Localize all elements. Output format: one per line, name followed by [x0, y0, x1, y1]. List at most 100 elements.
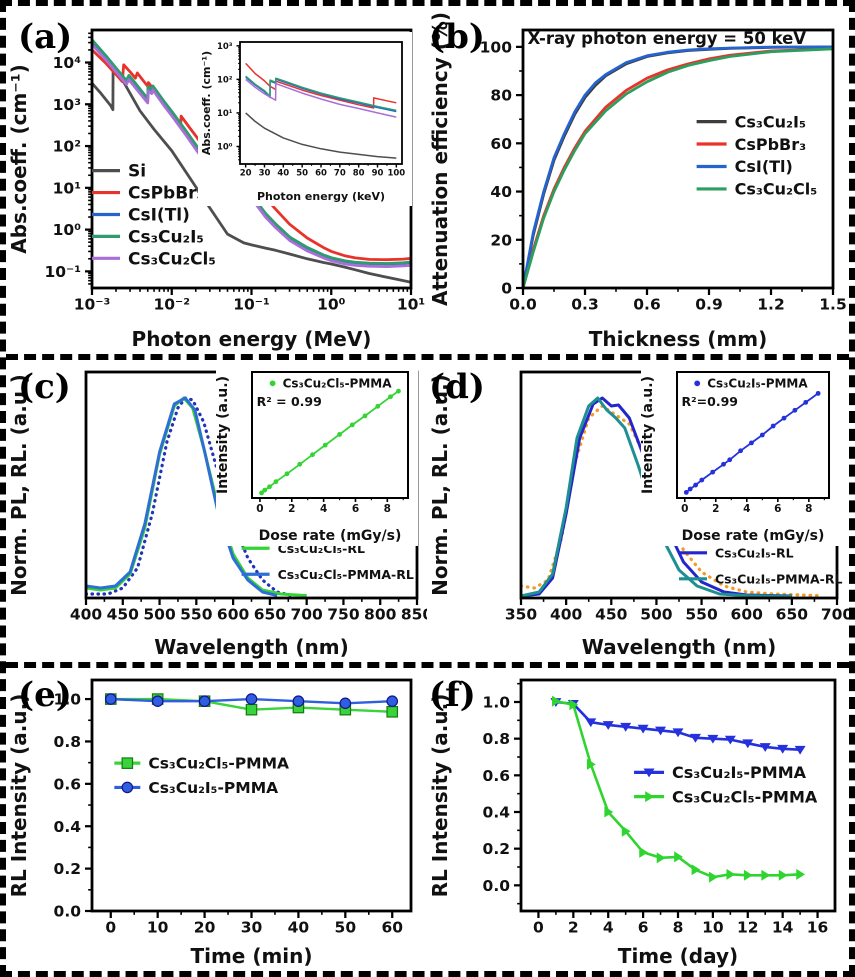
svg-text:12: 12 — [737, 919, 759, 937]
svg-text:40: 40 — [288, 919, 310, 937]
svg-text:Cs₃Cu₂Cl₅-PMMA: Cs₃Cu₂Cl₅-PMMA — [148, 755, 289, 773]
svg-text:500: 500 — [640, 606, 673, 624]
panel-a-chart: 10⁻³ 10⁻² 10⁻¹ 10⁰ 10¹ 10⁻¹ 10⁰ 10¹ 10² 10³ 10⁴ Pho… — [7, 28, 425, 351]
svg-text:0.0: 0.0 — [483, 877, 511, 895]
svg-text:60: 60 — [315, 169, 327, 179]
svg-text:0: 0 — [533, 919, 544, 937]
panel-e-label: (e) — [18, 675, 72, 715]
svg-text:850: 850 — [401, 606, 427, 624]
panel-b: (b) 0.0 0.3 0.6 0.9 1.2 1.5 0 20 40 60 80 100 Thickn… — [427, 6, 849, 354]
svg-text:1.5: 1.5 — [819, 296, 846, 314]
svg-text:600: 600 — [217, 606, 250, 624]
svg-text:10³: 10³ — [53, 96, 81, 114]
svg-text:Wavelength (nm): Wavelength (nm) — [582, 635, 777, 659]
svg-text:40: 40 — [490, 183, 512, 201]
svg-text:Photon energy (keV): Photon energy (keV) — [257, 190, 385, 203]
svg-text:Dose rate (mGy/s): Dose rate (mGy/s) — [259, 528, 402, 544]
svg-text:10⁻³: 10⁻³ — [74, 296, 111, 314]
svg-text:Cs₃Cu₂I₅-RL: Cs₃Cu₂I₅-RL — [715, 545, 794, 560]
panel-b-chart: 0.0 0.3 0.6 0.9 1.2 1.5 0 20 40 60 80 100 Thickness … — [428, 12, 847, 351]
panel-d-label: (d) — [429, 367, 485, 407]
svg-text:0.8: 0.8 — [483, 730, 510, 748]
svg-text:Cs₃Cu₂Cl₅-PMMA: Cs₃Cu₂Cl₅-PMMA — [672, 787, 818, 806]
svg-text:8: 8 — [384, 503, 391, 515]
svg-text:0.2: 0.2 — [54, 860, 81, 878]
svg-text:CsI(Tl): CsI(Tl) — [735, 157, 793, 176]
svg-text:Cs₃Cu₂Cl₅-PMMA: Cs₃Cu₂Cl₅-PMMA — [283, 377, 393, 391]
svg-text:2: 2 — [568, 919, 579, 937]
svg-text:10: 10 — [702, 919, 724, 937]
svg-text:50: 50 — [335, 919, 357, 937]
svg-text:10⁰: 10⁰ — [53, 221, 82, 239]
svg-text:400: 400 — [70, 606, 103, 624]
svg-text:0.0: 0.0 — [509, 296, 537, 314]
svg-text:6: 6 — [638, 919, 649, 937]
svg-text:Time (min): Time (min) — [190, 944, 312, 968]
svg-text:R²=0.99: R²=0.99 — [682, 394, 738, 409]
svg-text:Time (day): Time (day) — [618, 944, 738, 968]
svg-text:550: 550 — [685, 606, 718, 624]
svg-text:0: 0 — [105, 919, 116, 937]
svg-text:Cs₃Cu₂I₅-PMMA-RL: Cs₃Cu₂I₅-PMMA-RL — [715, 571, 842, 586]
svg-text:10²: 10² — [217, 75, 233, 85]
svg-text:800: 800 — [364, 606, 397, 624]
svg-text:10⁻²: 10⁻² — [153, 296, 190, 314]
svg-text:750: 750 — [327, 606, 360, 624]
svg-text:Norm. PL, RL. (a.u.): Norm. PL, RL. (a.u.) — [7, 374, 31, 596]
svg-text:650: 650 — [254, 606, 287, 624]
panel-c-label: (c) — [18, 367, 71, 407]
svg-text:Abs.coeff. (cm⁻¹): Abs.coeff. (cm⁻¹) — [200, 51, 213, 155]
svg-text:1.2: 1.2 — [757, 296, 784, 314]
panel-c-chart: 400450500550600650700750800850 Wavelength… — [7, 364, 427, 659]
svg-text:400: 400 — [550, 606, 583, 624]
svg-text:500: 500 — [143, 606, 176, 624]
svg-text:10¹: 10¹ — [217, 109, 233, 119]
svg-text:70: 70 — [334, 169, 346, 179]
svg-text:20: 20 — [194, 919, 216, 937]
svg-text:8: 8 — [673, 919, 684, 937]
svg-text:20: 20 — [240, 169, 252, 179]
panel-e-chart: 0 10 20 30 40 50 60 0.0 0.2 0.4 0.6 0.8 1.0 Time (min… — [7, 678, 413, 968]
svg-text:CsI(Tl): CsI(Tl) — [128, 206, 190, 226]
svg-text:Cs₃Cu₂I₅: Cs₃Cu₂I₅ — [735, 112, 806, 131]
svg-text:Cs₃Cu₂Cl₅: Cs₃Cu₂Cl₅ — [735, 180, 818, 199]
svg-text:60: 60 — [381, 919, 403, 937]
svg-text:0.4: 0.4 — [483, 804, 511, 822]
svg-text:Photon energy (MeV): Photon energy (MeV) — [132, 327, 372, 351]
svg-text:Intensity (a.u.): Intensity (a.u.) — [640, 376, 656, 494]
svg-text:4: 4 — [320, 503, 327, 515]
svg-text:10: 10 — [147, 919, 169, 937]
svg-text:Cs₃Cu₂I₅-PMMA: Cs₃Cu₂I₅-PMMA — [672, 763, 807, 782]
svg-text:650: 650 — [776, 606, 809, 624]
svg-text:RL Intensity (a.u.): RL Intensity (a.u.) — [7, 694, 31, 898]
svg-text:8: 8 — [805, 503, 812, 515]
svg-text:100: 100 — [480, 38, 513, 56]
svg-text:550: 550 — [180, 606, 213, 624]
svg-text:Abs.coeff. (cm⁻¹): Abs.coeff. (cm⁻¹) — [7, 64, 31, 254]
svg-text:2: 2 — [712, 503, 719, 515]
svg-text:Intensity (a.u.): Intensity (a.u.) — [215, 376, 231, 494]
svg-text:30: 30 — [259, 169, 271, 179]
svg-text:0.2: 0.2 — [483, 840, 510, 858]
svg-text:Attenuation efficiency (%): Attenuation efficiency (%) — [428, 12, 452, 306]
svg-text:CsPbBr₃: CsPbBr₃ — [735, 135, 807, 154]
svg-text:Si: Si — [128, 162, 146, 182]
panel-f-label: (f) — [429, 675, 476, 715]
panel-d-chart: 350 400 450 500 550 600 650 700 Wavelength (nm) N… — [428, 364, 849, 659]
svg-text:30: 30 — [241, 919, 263, 937]
panel-f: (f) 0 2 4 6 8 10 12 14 16 0.0 0.2 0.4 0.6 0.8 1.0 Time … — [427, 668, 849, 971]
svg-text:6: 6 — [774, 503, 781, 515]
svg-text:1.0: 1.0 — [483, 694, 511, 712]
svg-text:20: 20 — [490, 231, 512, 249]
svg-text:Wavelength (nm): Wavelength (nm) — [154, 635, 349, 659]
panel-b-label: (b) — [429, 17, 485, 57]
svg-text:10⁻¹: 10⁻¹ — [44, 263, 81, 281]
row-3: (e) 0 10 20 30 40 50 60 0.0 0.2 0.4 0.6 0.8 1.0 Time … — [6, 668, 849, 971]
svg-text:10⁰: 10⁰ — [217, 143, 233, 153]
panel-e: (e) 0 10 20 30 40 50 60 0.0 0.2 0.4 0.6 0.8 1.0 Time … — [6, 668, 427, 971]
svg-text:10³: 10³ — [217, 42, 233, 52]
svg-text:Thickness (mm): Thickness (mm) — [589, 327, 767, 351]
svg-text:700: 700 — [821, 606, 849, 624]
svg-text:Cs₃Cu₂I₅-PMMA: Cs₃Cu₂I₅-PMMA — [707, 377, 808, 391]
svg-text:80: 80 — [490, 87, 512, 105]
